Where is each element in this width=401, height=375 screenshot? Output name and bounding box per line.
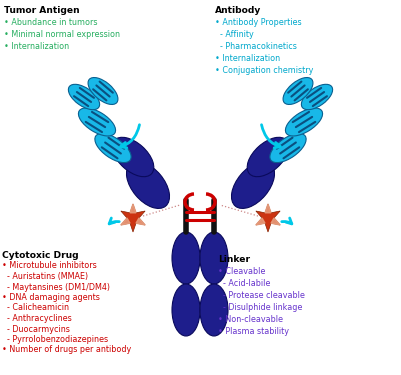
- Polygon shape: [265, 204, 271, 213]
- Polygon shape: [271, 218, 280, 225]
- Text: • Microtubule inhibitors: • Microtubule inhibitors: [2, 261, 97, 270]
- Ellipse shape: [79, 108, 115, 136]
- Text: - Calicheamicin: - Calicheamicin: [2, 303, 69, 312]
- Ellipse shape: [302, 84, 332, 109]
- Ellipse shape: [112, 137, 154, 177]
- Text: Cytotoxic Drug: Cytotoxic Drug: [2, 251, 79, 260]
- Text: - Maytansines (DM1/DM4): - Maytansines (DM1/DM4): [2, 282, 110, 291]
- Ellipse shape: [200, 284, 228, 336]
- Polygon shape: [256, 204, 280, 232]
- Ellipse shape: [200, 232, 228, 284]
- Text: - Duocarmycins: - Duocarmycins: [2, 324, 70, 333]
- Text: - Protease cleavable: - Protease cleavable: [218, 291, 305, 300]
- Text: - Auristatins (MMAE): - Auristatins (MMAE): [2, 272, 88, 281]
- Ellipse shape: [88, 78, 118, 105]
- Ellipse shape: [172, 284, 200, 336]
- Text: • Internalization: • Internalization: [215, 54, 280, 63]
- Ellipse shape: [283, 78, 313, 105]
- Ellipse shape: [172, 232, 200, 284]
- Text: - Acid-labile: - Acid-labile: [218, 279, 270, 288]
- Ellipse shape: [95, 134, 131, 163]
- Ellipse shape: [286, 108, 322, 136]
- Text: - Pyrrolobenzodiazepines: - Pyrrolobenzodiazepines: [2, 335, 108, 344]
- Text: Tumor Antigen: Tumor Antigen: [4, 6, 80, 15]
- Ellipse shape: [126, 162, 170, 209]
- Polygon shape: [136, 218, 145, 225]
- Text: • Conjugation chemistry: • Conjugation chemistry: [215, 66, 313, 75]
- Text: • Minimal normal expression: • Minimal normal expression: [4, 30, 120, 39]
- Polygon shape: [121, 218, 130, 225]
- Ellipse shape: [231, 162, 275, 209]
- Text: - Anthracyclines: - Anthracyclines: [2, 314, 72, 323]
- Text: Antibody: Antibody: [215, 6, 261, 15]
- Ellipse shape: [270, 134, 306, 163]
- Ellipse shape: [247, 137, 289, 177]
- Text: • Plasma stability: • Plasma stability: [218, 327, 289, 336]
- Text: • Cleavable: • Cleavable: [218, 267, 265, 276]
- Text: Linker: Linker: [218, 255, 250, 264]
- Polygon shape: [121, 204, 145, 232]
- Text: • Number of drugs per antibody: • Number of drugs per antibody: [2, 345, 131, 354]
- Text: • Antibody Properties: • Antibody Properties: [215, 18, 302, 27]
- Text: - Pharmacokinetics: - Pharmacokinetics: [215, 42, 297, 51]
- Text: • Non-cleavable: • Non-cleavable: [218, 315, 283, 324]
- Text: • DNA damaging agents: • DNA damaging agents: [2, 293, 100, 302]
- Text: - Affinity: - Affinity: [215, 30, 254, 39]
- Text: • Internalization: • Internalization: [4, 42, 69, 51]
- Ellipse shape: [69, 84, 99, 109]
- Text: - Disulphide linkage: - Disulphide linkage: [218, 303, 302, 312]
- Polygon shape: [256, 218, 265, 225]
- Text: • Abundance in tumors: • Abundance in tumors: [4, 18, 97, 27]
- Polygon shape: [130, 204, 136, 213]
